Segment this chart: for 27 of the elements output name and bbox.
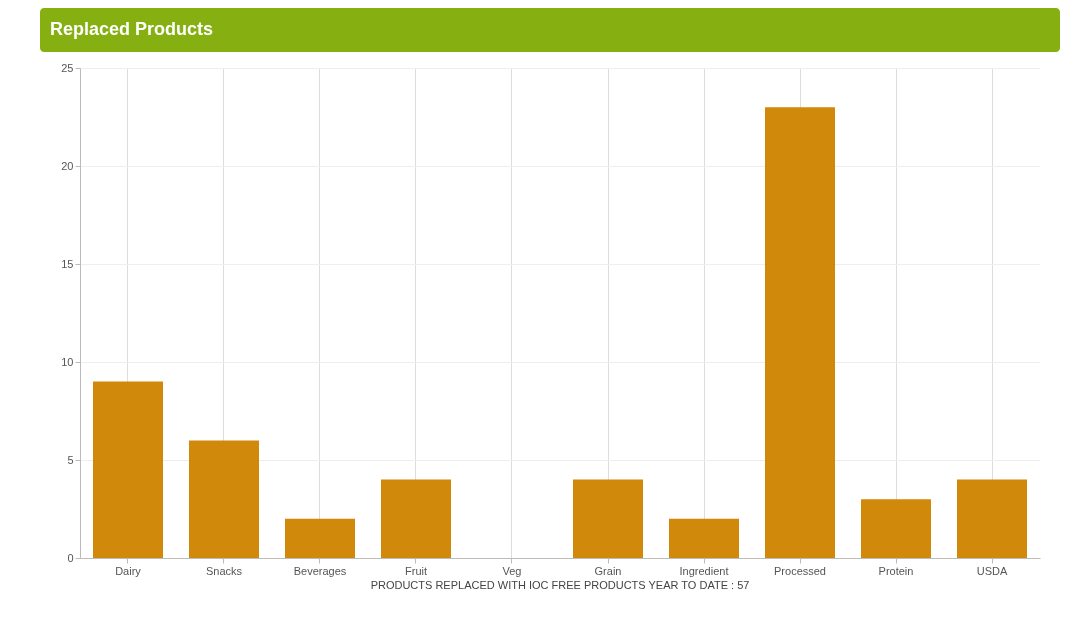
y-tick-label: 20: [61, 159, 74, 172]
x-tick-label: Beverages: [293, 564, 347, 577]
bar: [285, 518, 355, 558]
x-tick-label: USDA: [976, 564, 1008, 577]
bar: [765, 107, 835, 558]
y-tick-label: 15: [61, 257, 74, 270]
y-tick-label: 0: [67, 551, 74, 564]
x-tick-label: Grain: [594, 564, 622, 577]
bar: [573, 479, 643, 558]
bar: [669, 518, 739, 558]
y-tick-label: 10: [61, 355, 74, 368]
bar: [861, 499, 931, 558]
bar: [381, 479, 451, 558]
x-tick-label: Processed: [774, 564, 826, 577]
x-tick-label: Dairy: [115, 564, 142, 577]
y-tick-label: 5: [67, 453, 74, 466]
bar: [189, 440, 259, 558]
x-tick-label: Snacks: [205, 564, 243, 577]
x-tick-label: Protein: [878, 564, 914, 577]
bar: [957, 479, 1027, 558]
chart-title: Replaced Products: [50, 19, 214, 39]
x-tick-label: Fruit: [405, 564, 427, 577]
text: PRODUCTS REPLACED WITH IOC FREE PRODUCTS YEAR TO DATE : 57: [370, 579, 750, 591]
x-tick-label: Veg: [502, 564, 522, 577]
y-tick-label: 25: [61, 61, 74, 74]
bar: [93, 381, 163, 558]
x-tick-label: Ingredient: [679, 564, 729, 577]
